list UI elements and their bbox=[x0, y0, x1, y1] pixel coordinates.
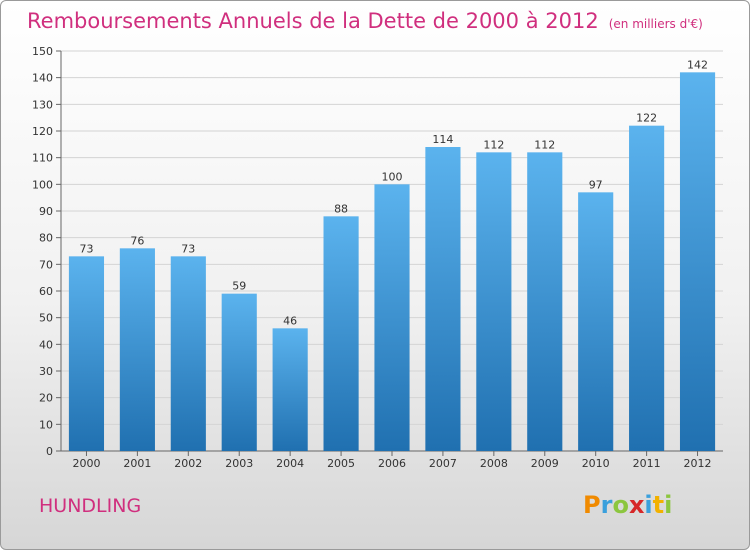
logo-letter: x bbox=[628, 491, 645, 519]
x-tick-label: 2007 bbox=[429, 457, 457, 470]
chart-unit: (en milliers d'€) bbox=[608, 17, 703, 31]
y-tick-label: 100 bbox=[32, 178, 53, 191]
bar bbox=[629, 125, 665, 452]
bar bbox=[476, 152, 512, 452]
bar-value-label: 59 bbox=[232, 280, 246, 293]
bar bbox=[425, 147, 461, 451]
y-tick-label: 30 bbox=[39, 365, 53, 378]
x-tick-label: 2006 bbox=[378, 457, 406, 470]
bar bbox=[221, 293, 257, 451]
bar-value-label: 76 bbox=[130, 234, 144, 247]
bar-value-label: 100 bbox=[382, 170, 403, 183]
bar bbox=[679, 72, 716, 451]
y-tick-label: 40 bbox=[39, 338, 53, 351]
bar-value-label: 97 bbox=[589, 178, 603, 191]
bar bbox=[374, 184, 410, 452]
x-tick-label: 2005 bbox=[327, 457, 355, 470]
logo-letter: P bbox=[583, 491, 601, 519]
x-tick-label: 2002 bbox=[174, 457, 202, 470]
bar bbox=[119, 248, 155, 451]
bar bbox=[272, 328, 308, 451]
bar bbox=[170, 256, 206, 451]
bar bbox=[68, 256, 105, 451]
y-tick-label: 130 bbox=[32, 98, 53, 111]
logo-letter: t bbox=[652, 491, 665, 519]
x-tick-label: 2004 bbox=[276, 457, 304, 470]
bar bbox=[578, 192, 614, 452]
y-tick-label: 150 bbox=[32, 45, 53, 58]
bar bbox=[527, 152, 563, 452]
logo-letter: r bbox=[600, 491, 613, 519]
x-tick-label: 2011 bbox=[633, 457, 661, 470]
x-tick-label: 2000 bbox=[72, 457, 100, 470]
y-tick-label: 60 bbox=[39, 285, 53, 298]
y-tick-label: 20 bbox=[39, 392, 53, 405]
bar-value-label: 112 bbox=[483, 138, 504, 151]
x-tick-label: 2012 bbox=[684, 457, 712, 470]
y-tick-label: 0 bbox=[46, 445, 53, 458]
y-tick-label: 10 bbox=[39, 418, 53, 431]
y-tick-label: 70 bbox=[39, 258, 53, 271]
bar-value-label: 114 bbox=[432, 133, 453, 146]
x-tick-label: 2008 bbox=[480, 457, 508, 470]
x-tick-label: 2010 bbox=[582, 457, 610, 470]
bar-value-label: 88 bbox=[334, 202, 348, 215]
bar-value-label: 73 bbox=[79, 242, 93, 255]
logo-letter: i bbox=[644, 491, 653, 519]
y-tick-label: 90 bbox=[39, 205, 53, 218]
x-tick-label: 2001 bbox=[123, 457, 151, 470]
commune-name: HUNDLING bbox=[39, 495, 142, 517]
y-tick-label: 80 bbox=[39, 232, 53, 245]
bar bbox=[323, 216, 359, 451]
x-tick-label: 2009 bbox=[531, 457, 559, 470]
bar-value-label: 46 bbox=[283, 314, 297, 327]
y-tick-label: 110 bbox=[32, 152, 53, 165]
y-tick-label: 50 bbox=[39, 312, 53, 325]
bar-value-label: 122 bbox=[636, 112, 657, 125]
y-tick-label: 120 bbox=[32, 125, 53, 138]
bar-value-label: 73 bbox=[181, 242, 195, 255]
y-tick-label: 140 bbox=[32, 72, 53, 85]
logo-letter: i bbox=[664, 491, 673, 519]
bar-value-label: 112 bbox=[534, 138, 555, 151]
chart-title-text: Remboursements Annuels de la Dette de 20… bbox=[27, 9, 599, 33]
proxiti-logo[interactable]: Proxiti bbox=[583, 491, 672, 519]
logo-letter: o bbox=[612, 491, 629, 519]
chart-title: Remboursements Annuels de la Dette de 20… bbox=[27, 9, 703, 33]
x-tick-label: 2003 bbox=[225, 457, 253, 470]
bar-value-label: 142 bbox=[687, 58, 708, 71]
